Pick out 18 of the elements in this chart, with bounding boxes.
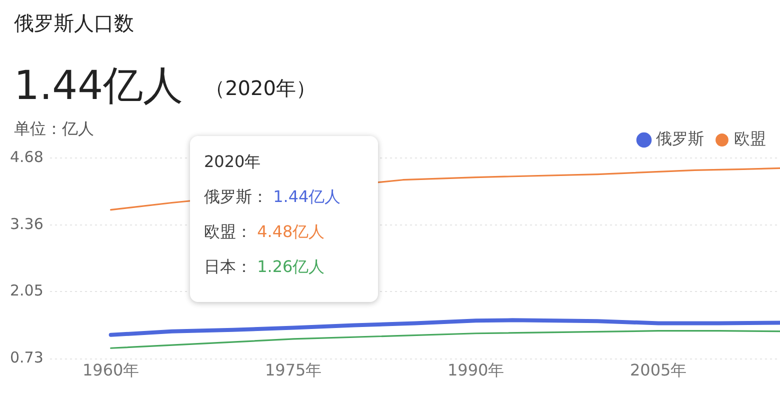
annotation: 欧盟： 4.48亿人: [204, 222, 325, 241]
annotation: 2020年: [204, 152, 262, 173]
chart-title: 俄罗斯人口数: [14, 10, 134, 37]
x-tick-label: 2005年: [630, 360, 687, 380]
y-tick-label: 0.73: [10, 348, 44, 367]
x-tick-label: 1960年: [82, 360, 140, 380]
chart-subtitle: 1.44亿人: [14, 63, 184, 109]
annotation: 俄罗斯： 1.44亿人: [204, 187, 341, 206]
y-tick-label: 2.05: [10, 282, 44, 300]
x-tick-label: 1975年: [264, 360, 322, 380]
text: （2020年）: [205, 76, 316, 100]
y-tick-label: 3.36: [10, 214, 44, 233]
y-axis-title: 单位：亿人: [14, 119, 94, 140]
x-tick-label: 1990年: [447, 360, 504, 380]
legend-label: 俄罗斯: [656, 129, 704, 148]
legend-label: 欧盟: [734, 129, 766, 148]
annotation: 日本： 1.26亿人: [204, 257, 325, 276]
y-tick-label: 4.68: [10, 148, 44, 166]
